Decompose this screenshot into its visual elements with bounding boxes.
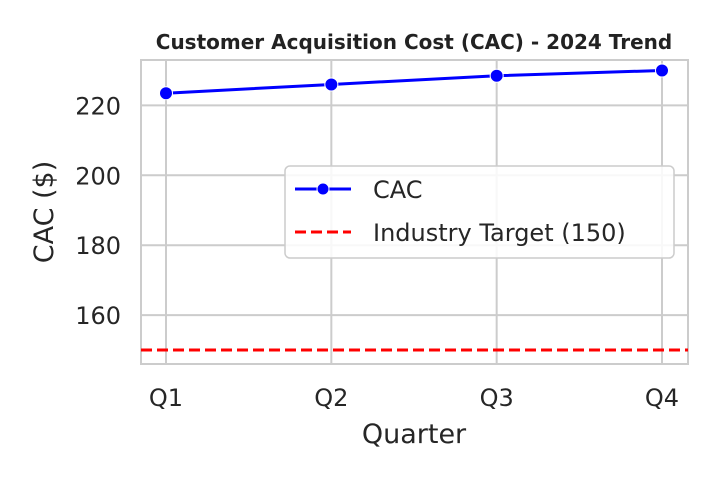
x-tick-labels: Q1 Q2 Q3 Q4 (149, 384, 679, 412)
legend: CAC Industry Target (150) (284, 165, 675, 259)
y-tick-label: 220 (75, 92, 121, 120)
y-tick-label: 160 (75, 302, 121, 330)
legend-label-cac: CAC (373, 176, 423, 204)
x-tick-label: Q3 (480, 384, 514, 412)
y-tick-label: 180 (75, 232, 121, 260)
x-tick-label: Q2 (314, 384, 348, 412)
legend-box (284, 165, 675, 259)
x-tick-label: Q4 (645, 384, 679, 412)
y-tick-labels: 160 180 200 220 (75, 92, 121, 330)
legend-cac-marker (316, 182, 330, 196)
series-lines (159, 63, 669, 101)
cac-data-point (489, 68, 504, 83)
chart-title: Customer Acquisition Cost (CAC) - 2024 T… (156, 30, 672, 54)
cac-data-point (159, 86, 173, 101)
cac-series-line (165, 68, 663, 95)
cac-data-point (655, 63, 669, 78)
y-axis-label: CAC ($) (29, 161, 60, 264)
x-tick-label: Q1 (149, 384, 183, 412)
y-tick-label: 200 (75, 162, 121, 190)
plot-frame (140, 59, 689, 365)
legend-label-target: Industry Target (150) (373, 219, 626, 247)
cac-data-point (324, 77, 339, 92)
x-axis-label: Quarter (362, 419, 467, 450)
